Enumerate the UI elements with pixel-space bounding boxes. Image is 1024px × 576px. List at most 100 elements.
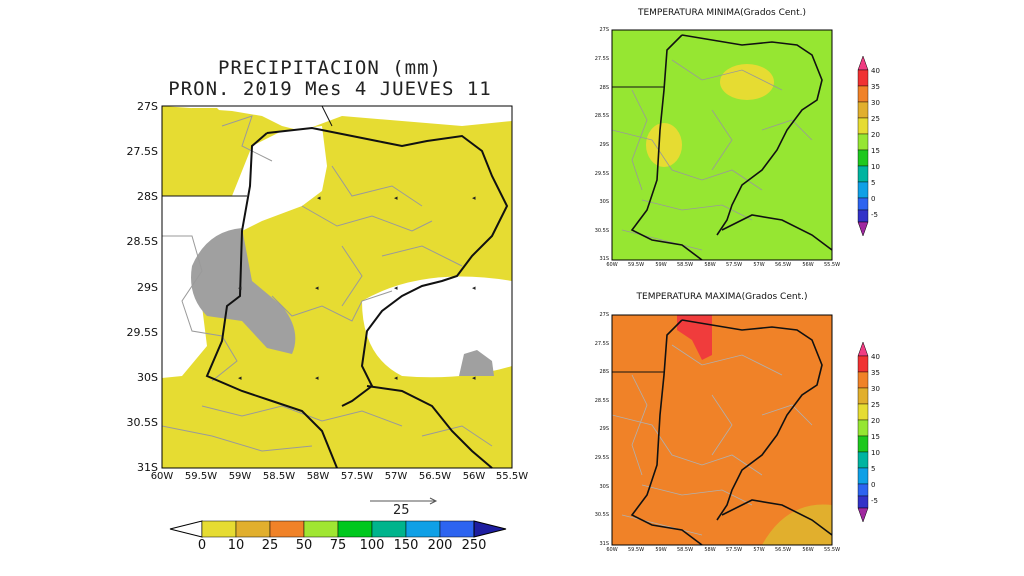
lon-label: 60W: [606, 262, 618, 268]
colorbar-label: 100: [359, 538, 385, 553]
lat-label: 29S: [599, 426, 609, 432]
lat-label: 30.5S: [594, 512, 609, 518]
temp-colorbar-label: 40: [871, 67, 880, 75]
lon-label: 58W: [704, 547, 716, 553]
lon-label: 59W: [228, 471, 252, 482]
colorbar-label: 50: [295, 538, 313, 553]
min-temperature-map: [611, 29, 833, 261]
lon-label: 58W: [704, 262, 716, 268]
temp-colorbar-label: 30: [871, 385, 880, 393]
temp-colorbar-label: 35: [871, 83, 880, 91]
svg-text:◂: ◂: [394, 284, 398, 292]
svg-text:◂: ◂: [315, 374, 319, 382]
temp-colorbar-label: 5: [871, 465, 876, 473]
colorbar-label: 200: [427, 538, 453, 553]
lat-label: 30S: [137, 371, 158, 384]
temp-colorbar-label: 5: [871, 179, 876, 187]
svg-text:◂: ◂: [394, 194, 398, 202]
lat-label: 29S: [599, 142, 609, 148]
lat-label: 27S: [599, 312, 609, 318]
colorbar-label: 25: [261, 538, 279, 553]
lon-label: 57.5W: [725, 262, 743, 268]
lon-label: 55.5W: [823, 547, 841, 553]
lat-label: 28.5S: [594, 398, 609, 404]
lon-label: 55.5W: [495, 471, 529, 482]
lon-label: 60W: [150, 471, 174, 482]
lon-label: 58.5W: [676, 547, 694, 553]
lat-label: 30S: [599, 199, 609, 205]
lat-label: 28.5S: [594, 113, 609, 119]
colorbar-label: 75: [329, 538, 347, 553]
lat-label: 27S: [599, 27, 609, 33]
lon-label: 58W: [306, 471, 330, 482]
precip-colorbar: [169, 520, 507, 538]
lat-label: 27S: [137, 100, 158, 113]
lon-label: 56W: [802, 262, 814, 268]
lat-label: 31S: [599, 541, 609, 547]
lon-label: 59.5W: [627, 262, 645, 268]
temp-colorbar-label: 0: [871, 481, 876, 489]
lon-label: 56.5W: [418, 471, 452, 482]
lon-label: 57.5W: [725, 547, 743, 553]
lon-label: 59.5W: [627, 547, 645, 553]
temp-colorbar-label: 35: [871, 369, 880, 377]
temp-colorbar-label: 10: [871, 449, 880, 457]
lat-label: 28.5S: [126, 235, 158, 248]
lon-label: 56.5W: [774, 547, 792, 553]
max-temperature-map: [611, 314, 833, 546]
lon-label: 57W: [384, 471, 408, 482]
lat-label: 31S: [137, 461, 158, 474]
temp-colorbar-label: 25: [871, 115, 880, 123]
lon-label: 56.5W: [774, 262, 792, 268]
lat-label: 27.5S: [594, 341, 609, 347]
svg-text:◂: ◂: [238, 284, 242, 292]
lon-label: 57W: [753, 262, 765, 268]
main-title-line1: PRECIPITACION (mm): [218, 57, 442, 79]
min-temp-colorbar: [857, 55, 869, 237]
colorbar-label: 10: [227, 538, 245, 553]
lon-label: 60W: [606, 547, 618, 553]
temp-colorbar-label: 20: [871, 417, 880, 425]
lat-label: 29.5S: [594, 455, 609, 461]
reference-vector-label: 25: [393, 503, 410, 518]
temp-colorbar-label: 15: [871, 433, 880, 441]
svg-text:◂: ◂: [317, 194, 321, 202]
lat-label: 30S: [599, 484, 609, 490]
temp-colorbar-label: 25: [871, 401, 880, 409]
lon-label: 56W: [462, 471, 486, 482]
reference-vector-arrow: [370, 497, 438, 505]
lat-label: 29.5S: [594, 171, 609, 177]
svg-text:◂: ◂: [472, 374, 476, 382]
colorbar-label: 150: [393, 538, 419, 553]
svg-text:◂: ◂: [315, 284, 319, 292]
svg-text:◂: ◂: [472, 194, 476, 202]
max-temp-colorbar: [857, 341, 869, 523]
lon-label: 59W: [655, 547, 667, 553]
temp-colorbar-label: -5: [871, 497, 878, 505]
lat-label: 31S: [599, 256, 609, 262]
main-title-line2: PRON. 2019 Mes 4 JUEVES 11: [168, 78, 492, 100]
lon-label: 59.5W: [184, 471, 218, 482]
lat-label: 28S: [599, 369, 609, 375]
temp-colorbar-label: -5: [871, 211, 878, 219]
lat-label: 29.5S: [126, 326, 158, 339]
lon-label: 57.5W: [340, 471, 374, 482]
lon-label: 57W: [753, 547, 765, 553]
colorbar-label: 0: [197, 538, 207, 553]
lat-label: 29S: [137, 281, 158, 294]
temp-colorbar-label: 15: [871, 147, 880, 155]
lon-label: 59W: [655, 262, 667, 268]
lat-label: 28S: [599, 85, 609, 91]
temp-colorbar-label: 40: [871, 353, 880, 361]
svg-text:◂: ◂: [472, 284, 476, 292]
colorbar-label: 250: [461, 538, 487, 553]
lon-label: 58.5W: [262, 471, 296, 482]
min-temp-title: TEMPERATURA MINIMA(Grados Cent.): [637, 8, 807, 18]
lat-label: 30.5S: [594, 228, 609, 234]
temp-colorbar-label: 30: [871, 99, 880, 107]
lon-label: 58.5W: [676, 262, 694, 268]
lon-label: 56W: [802, 547, 814, 553]
temp-colorbar-label: 0: [871, 195, 876, 203]
lat-label: 27.5S: [126, 145, 158, 158]
svg-text:◂: ◂: [394, 374, 398, 382]
